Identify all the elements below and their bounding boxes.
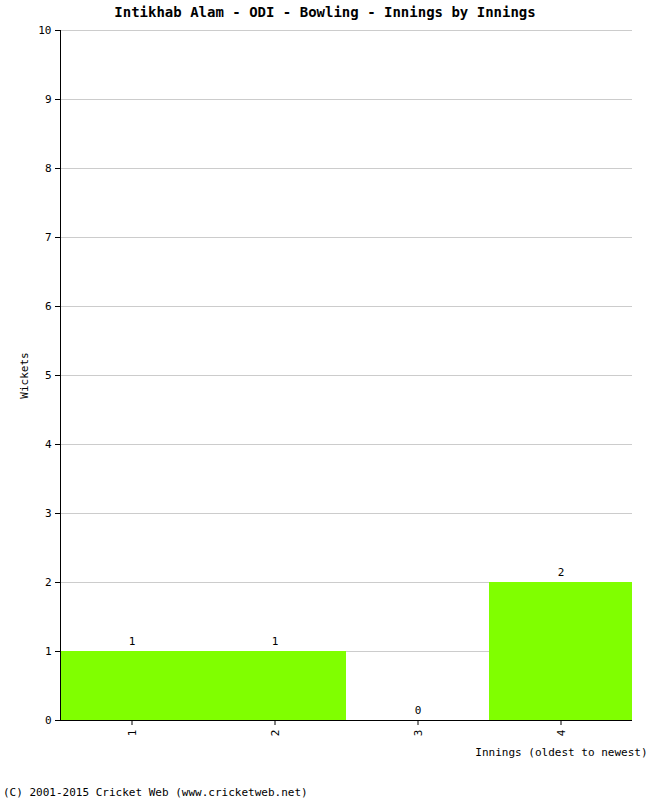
svg-text:3: 3 — [45, 507, 52, 520]
svg-text:1: 1 — [126, 730, 139, 737]
svg-text:8: 8 — [45, 162, 52, 175]
svg-text:6: 6 — [45, 300, 52, 313]
svg-text:3: 3 — [412, 730, 425, 737]
svg-text:1: 1 — [272, 635, 279, 648]
svg-text:1: 1 — [45, 645, 52, 658]
svg-text:4: 4 — [555, 729, 568, 736]
svg-text:0: 0 — [45, 714, 52, 727]
svg-text:Innings (oldest to newest): Innings (oldest to newest) — [475, 746, 647, 759]
svg-text:2: 2 — [269, 730, 282, 737]
svg-text:4: 4 — [45, 438, 52, 451]
svg-text:7: 7 — [45, 231, 52, 244]
html-text:Intikhab Alam - ODI - Bowling: Intikhab Alam - ODI - Bowling - Innings … — [114, 4, 536, 20]
svg-text:5: 5 — [45, 369, 52, 382]
svg-text:1: 1 — [129, 635, 136, 648]
svg-text:2: 2 — [558, 566, 565, 579]
svg-text:0: 0 — [415, 704, 422, 717]
svg-text:10: 10 — [38, 25, 51, 37]
svg-text:9: 9 — [45, 93, 52, 106]
html-text:(C) 2001-2015 Cricket Web (www: (C) 2001-2015 Cricket Web (www.cricketwe… — [3, 786, 308, 799]
svg-text:Wickets: Wickets — [18, 352, 31, 398]
svg-text:2: 2 — [45, 576, 52, 589]
